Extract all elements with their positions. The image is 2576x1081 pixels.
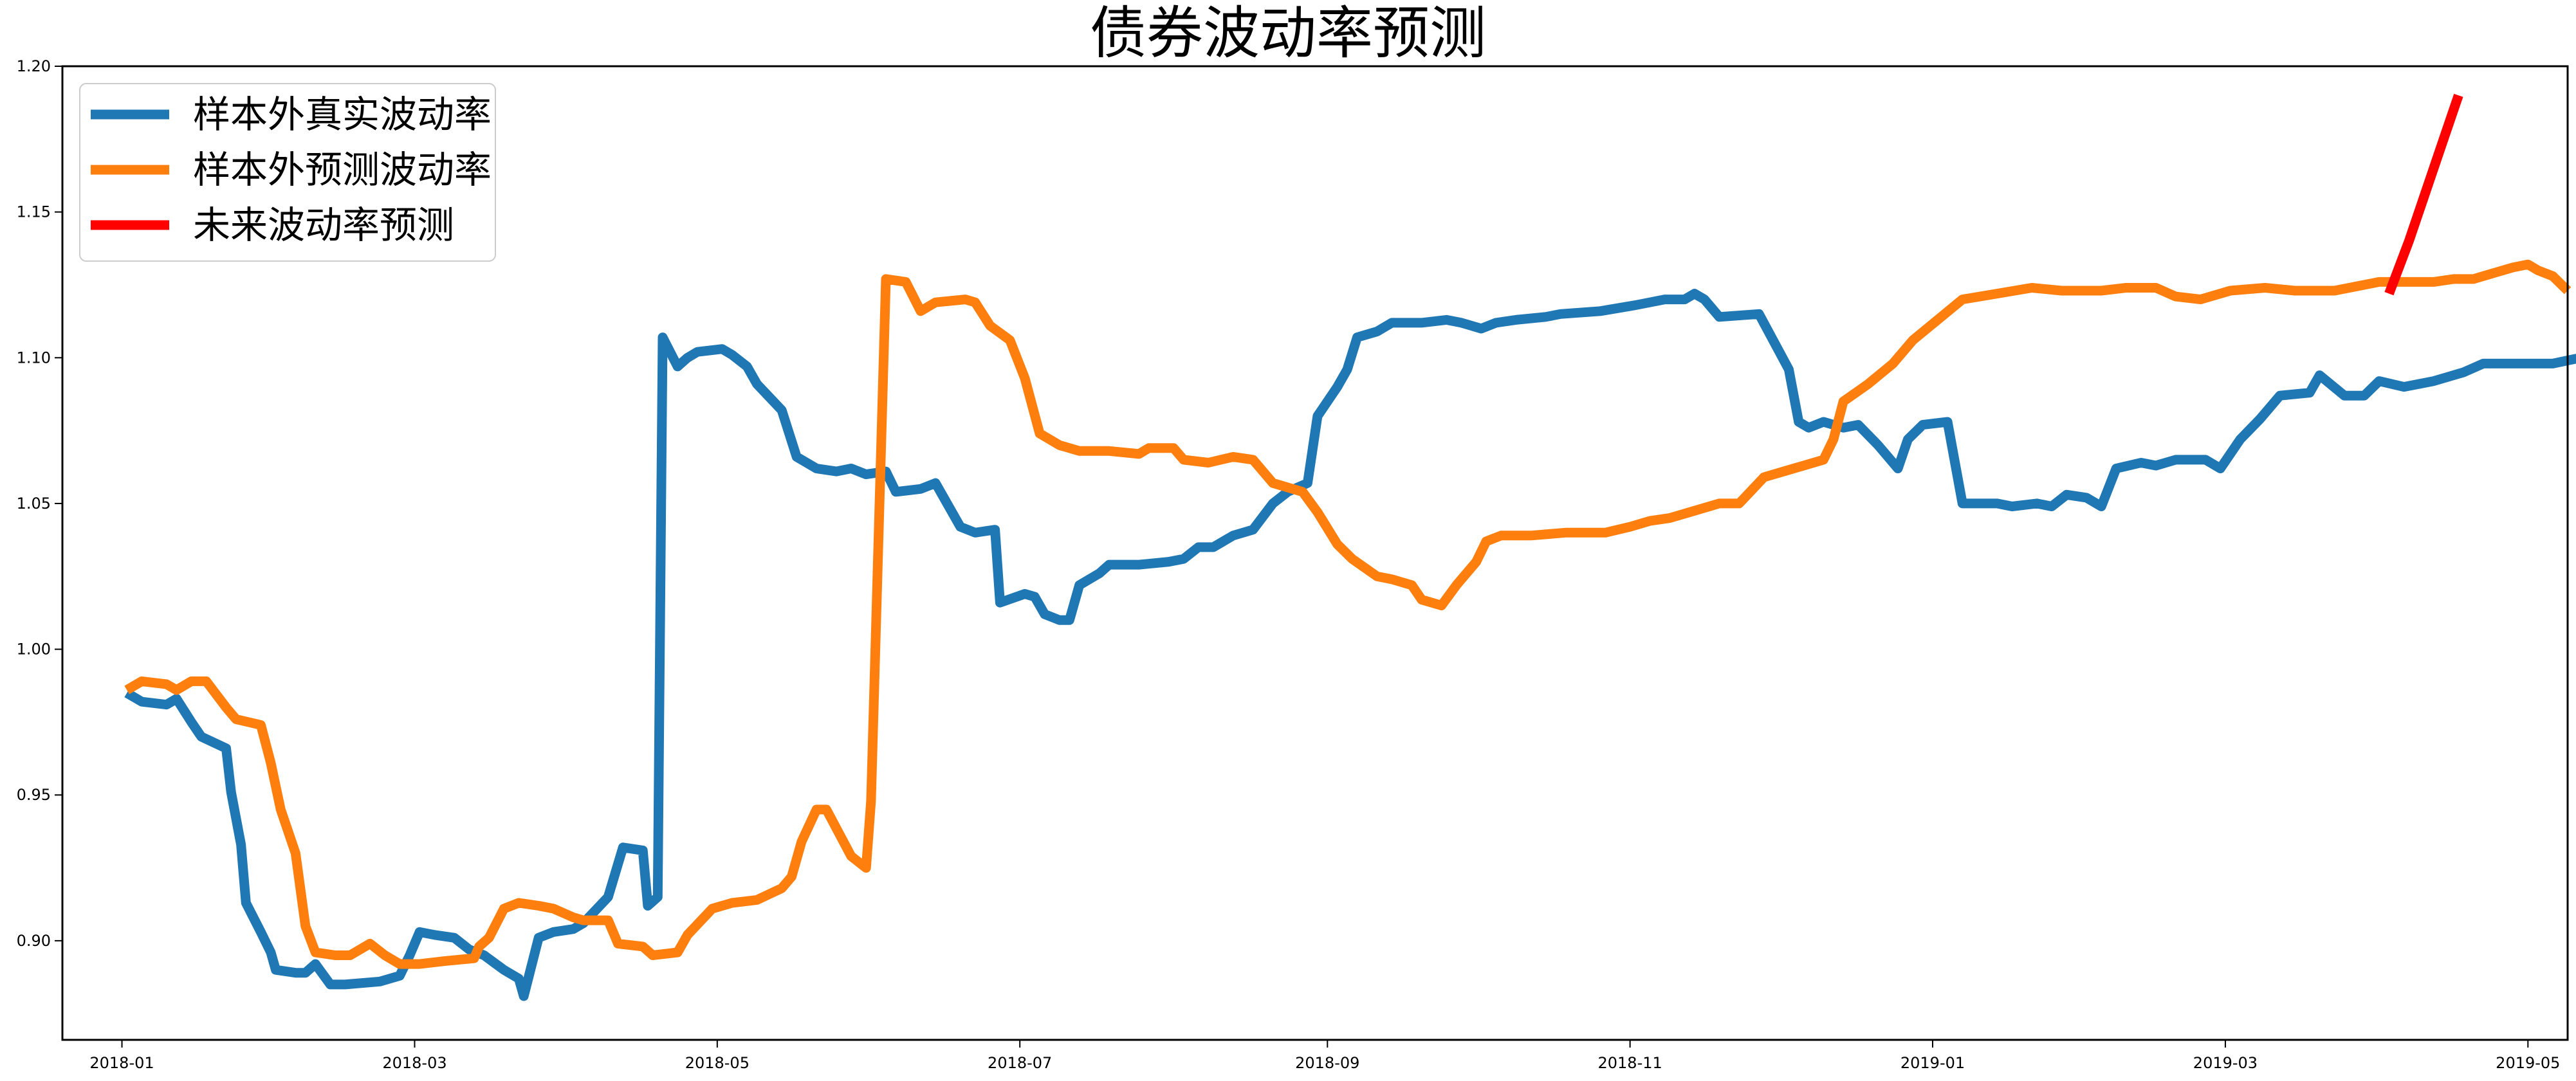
series-line-2	[124, 259, 2571, 969]
x-tick-label: 2018-05	[685, 1054, 750, 1072]
y-tick-label: 1.00	[17, 640, 51, 659]
x-tick-label: 2018-11	[1598, 1054, 1662, 1072]
y-tick-label: 1.10	[17, 349, 51, 367]
y-tick-label: 1.20	[17, 57, 51, 75]
x-tick-label: 2018-07	[988, 1054, 1052, 1072]
x-tick-label: 2019-03	[2193, 1054, 2258, 1072]
x-tick-label: 2019-05	[2496, 1054, 2560, 1072]
x-axis: 2018-01 2018-03 2018-05 2018-07 2018-09 2018-…	[89, 1040, 2560, 1072]
legend-label-3: 未来波动率预测	[193, 203, 454, 247]
legend-label-2: 样本外预测波动率	[193, 148, 492, 192]
plot-frame	[61, 65, 2569, 1041]
x-tick-label: 2018-01	[89, 1054, 154, 1072]
series-layer	[124, 93, 2576, 1001]
legend-box	[79, 83, 496, 262]
chart-title: 债券波动率预测	[1090, 0, 1486, 66]
y-tick-label: 0.90	[17, 932, 51, 950]
y-tick-label: 1.15	[17, 203, 51, 221]
x-tick-label: 2018-09	[1295, 1054, 1359, 1072]
y-tick-label: 0.95	[17, 786, 51, 804]
y-axis: 0.90 0.95 1.00 1.05 1.10 1.15 1.20	[17, 57, 62, 950]
y-tick-label: 1.05	[17, 495, 51, 513]
x-tick-label: 2018-03	[382, 1054, 446, 1072]
plot-area: 2018-01 2018-03 2018-05 2018-07 2018-09 2018-…	[17, 57, 2576, 1072]
series-line-1	[124, 289, 2576, 1001]
series-line-3	[2384, 93, 2463, 296]
legend-label-1: 样本外真实波动率	[193, 93, 492, 136]
x-tick-label: 2019-01	[1900, 1054, 1965, 1072]
